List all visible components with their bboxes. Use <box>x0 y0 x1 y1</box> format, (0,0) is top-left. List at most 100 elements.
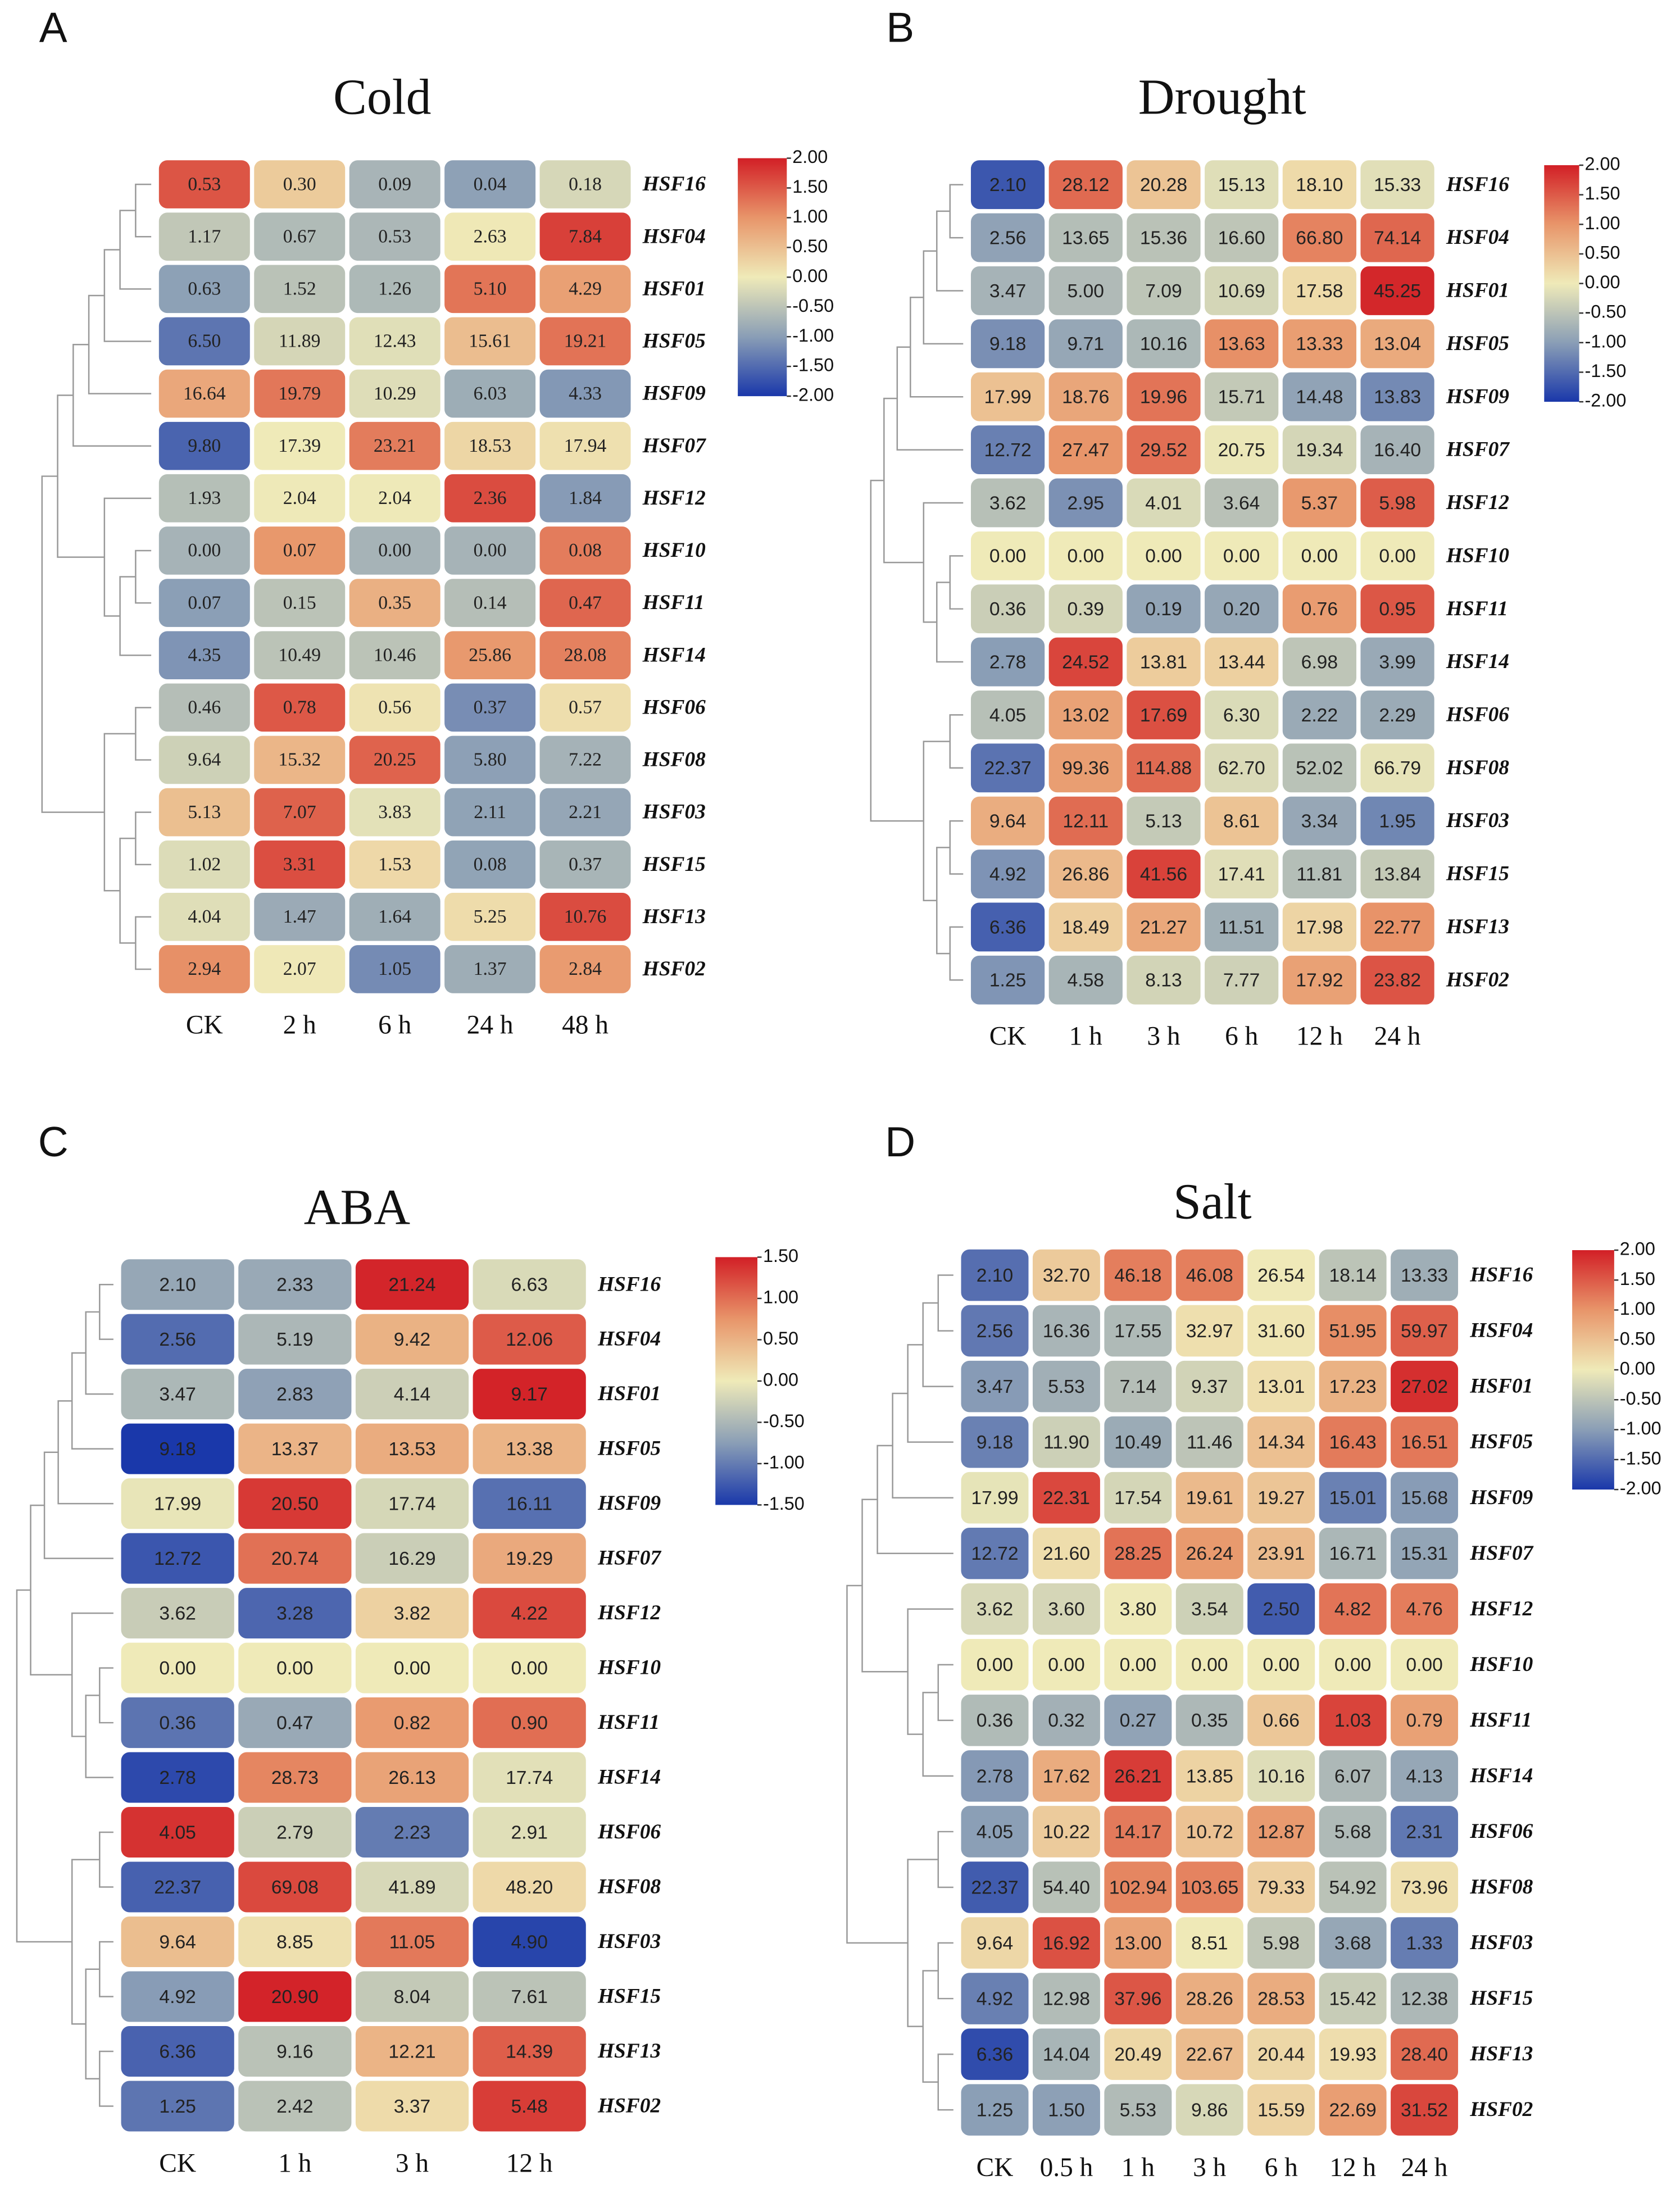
heat-cell <box>121 1533 234 1584</box>
colorbar-label: 0.00 <box>792 266 828 286</box>
cell-label: 0.00 <box>159 1658 196 1679</box>
gene-label: HSF01 <box>1469 1375 1533 1398</box>
cell-label: 103.65 <box>1180 1877 1238 1898</box>
gene-label: HSF08 <box>597 1876 661 1899</box>
cell-label: 0.95 <box>1379 599 1415 620</box>
cell-label: 15.01 <box>1329 1488 1377 1509</box>
heat-cell <box>238 1478 352 1529</box>
heat-cell <box>961 1360 1029 1413</box>
cell-label: 12.72 <box>984 440 1031 461</box>
heat-cell <box>473 1861 586 1913</box>
cell-label: 17.99 <box>154 1494 201 1515</box>
cell-label: 8.85 <box>276 1932 313 1952</box>
heat-cell <box>1127 584 1201 634</box>
cell-label: 10.76 <box>564 906 607 927</box>
cell-label: 0.35 <box>1191 1710 1228 1731</box>
cell-label: 5.68 <box>1334 1822 1371 1842</box>
heat-cell <box>1048 425 1123 475</box>
cell-label: 4.58 <box>1068 970 1104 991</box>
heat-cell <box>355 1314 469 1365</box>
heat-cell <box>961 1472 1029 1524</box>
cell-label: 6.98 <box>1301 652 1338 673</box>
heat-cell <box>1205 372 1279 421</box>
heat-cell <box>121 1697 234 1749</box>
cell-label: 5.25 <box>474 906 507 927</box>
x-tick-label: CK <box>186 1011 223 1040</box>
cell-label: 4.01 <box>1145 493 1182 514</box>
cell-label: 5.80 <box>474 750 507 770</box>
heat-cell <box>158 631 250 680</box>
dendrogram <box>71 1612 113 1737</box>
heat-cell <box>1175 2028 1243 2080</box>
heat-cell <box>539 526 631 575</box>
heat-cell <box>1391 2084 1459 2136</box>
cell-label: 20.74 <box>271 1548 319 1569</box>
gene-label: HSF11 <box>1469 1709 1532 1732</box>
cell-label: 19.27 <box>1257 1488 1305 1509</box>
heat-cell <box>158 212 250 261</box>
dendrogram <box>907 1608 953 1735</box>
cell-label: 14.17 <box>1114 1822 1161 1842</box>
heat-cell <box>1247 1973 1315 2024</box>
cell-label: 20.75 <box>1218 440 1265 461</box>
heat-cell <box>539 474 631 523</box>
dendrogram <box>949 555 964 610</box>
cell-label: 22.37 <box>984 758 1031 779</box>
heat-cell <box>1247 1360 1315 1413</box>
heat-cell <box>1391 1527 1459 1579</box>
panel-label: D <box>885 1118 915 1165</box>
heat-cell <box>1175 1861 1243 1913</box>
cell-label: 5.13 <box>1145 811 1182 832</box>
heat-cell <box>355 1861 469 1913</box>
x-tick-label: 6 h <box>1265 2153 1298 2182</box>
cell-label: 32.97 <box>1186 1321 1233 1342</box>
heat-cell <box>1282 584 1356 634</box>
dendrogram <box>135 916 152 970</box>
heat-cell <box>1104 1750 1172 1802</box>
cell-label: 10.69 <box>1218 281 1265 302</box>
heat-cell <box>1104 1249 1172 1301</box>
heat-cell <box>238 2081 352 2132</box>
cell-label: 4.90 <box>511 1932 547 1952</box>
cell-label: 27.47 <box>1062 440 1109 461</box>
dendrogram <box>99 1831 113 1888</box>
cell-label: 2.78 <box>977 1766 1013 1787</box>
cell-label: 13.84 <box>1374 864 1421 885</box>
cell-label: 1.26 <box>378 279 411 299</box>
heat-cell <box>254 840 346 889</box>
heat-cell <box>1127 531 1201 580</box>
heat-cell <box>1282 478 1356 528</box>
heat-cell <box>121 2026 234 2077</box>
cell-label: 1.25 <box>159 2096 196 2117</box>
heat-cell <box>1048 690 1123 739</box>
cell-label: 0.00 <box>394 1658 430 1679</box>
heat-cell <box>1205 690 1279 739</box>
gene-label: HSF01 <box>642 277 706 300</box>
heat-cell <box>1360 372 1434 421</box>
heat-cell <box>970 531 1045 580</box>
cell-label: 0.36 <box>989 599 1026 620</box>
heat-cell <box>349 212 441 261</box>
heat-cell <box>539 317 631 366</box>
heat-cell <box>238 1588 352 1639</box>
dendrogram <box>99 1941 113 1997</box>
colorbar-label: 0.50 <box>792 236 828 256</box>
heat-cell <box>473 1588 586 1639</box>
heat-cell <box>355 1807 469 1858</box>
cell-label: 7.84 <box>569 226 602 247</box>
heat-cell <box>349 945 441 993</box>
heat-cell <box>1319 1527 1387 1579</box>
colorbar-label: -1.50 <box>1620 1448 1661 1468</box>
gene-label: HSF14 <box>597 1766 661 1789</box>
panel-label: B <box>886 4 914 51</box>
cell-label: 0.82 <box>394 1713 430 1733</box>
cell-label: 4.76 <box>1406 1599 1442 1620</box>
heat-cell <box>473 1533 586 1584</box>
heat-cell <box>254 317 346 366</box>
heat-cell <box>1104 1917 1172 1969</box>
x-tick-label: 12 h <box>1329 2153 1376 2182</box>
cell-label: 2.07 <box>283 959 316 979</box>
x-tick-label: 12 h <box>506 2149 553 2178</box>
heat-cell <box>254 421 346 470</box>
heat-cell <box>254 160 346 208</box>
